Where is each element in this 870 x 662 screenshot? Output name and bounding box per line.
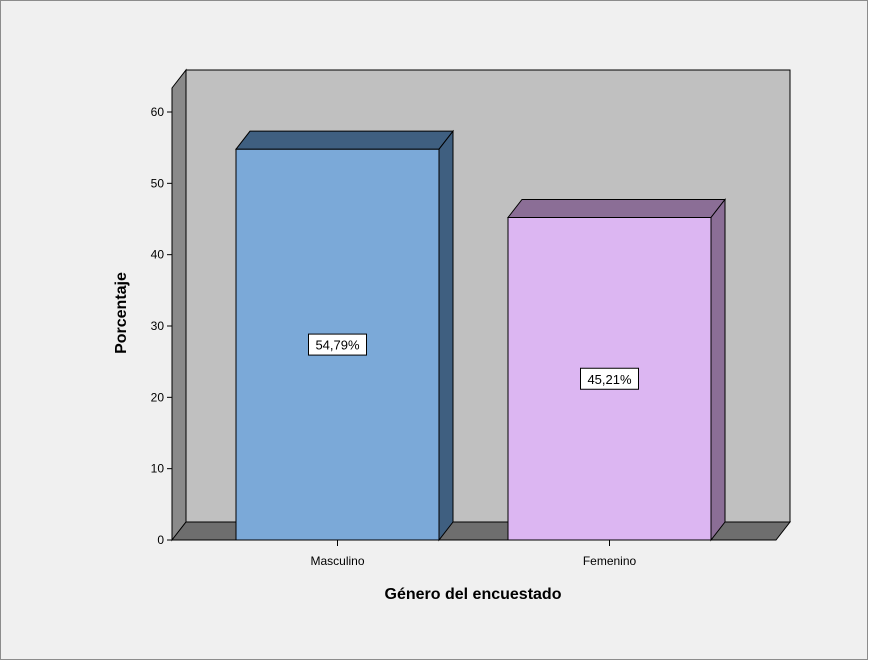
y-axis-title: Porcentaje xyxy=(113,272,130,354)
bar-masculino: 54,79% xyxy=(234,129,455,542)
y-axis: 0 10 20 30 40 50 60 xyxy=(151,88,173,547)
bar-femenino: 45,21% xyxy=(506,198,727,542)
y-tick-label: 10 xyxy=(151,462,165,476)
data-label-box xyxy=(308,333,367,356)
data-label-box xyxy=(580,367,639,390)
data-label: 45,21% xyxy=(587,372,632,387)
y-tick-label: 60 xyxy=(151,105,165,119)
y-tick-label: 40 xyxy=(151,248,165,262)
bar-side xyxy=(438,129,454,542)
data-label: 54,79% xyxy=(315,338,360,353)
bar-side xyxy=(710,198,726,542)
bar-top xyxy=(506,199,727,219)
x-tick-label: Masculino xyxy=(310,554,364,568)
bars: 54,79% 45,21% xyxy=(234,129,727,542)
y-tick-label: 50 xyxy=(151,176,165,190)
x-axis-title: Género del encuestado xyxy=(385,586,562,603)
y-tick-label: 0 xyxy=(157,533,164,547)
bar-top xyxy=(234,130,455,150)
y-tick-label: 30 xyxy=(151,319,165,333)
y-tick-label: 20 xyxy=(151,390,165,404)
x-axis: Masculino Femenino xyxy=(172,539,776,568)
side-wall xyxy=(171,68,187,542)
x-tick-label: Femenino xyxy=(583,554,637,568)
